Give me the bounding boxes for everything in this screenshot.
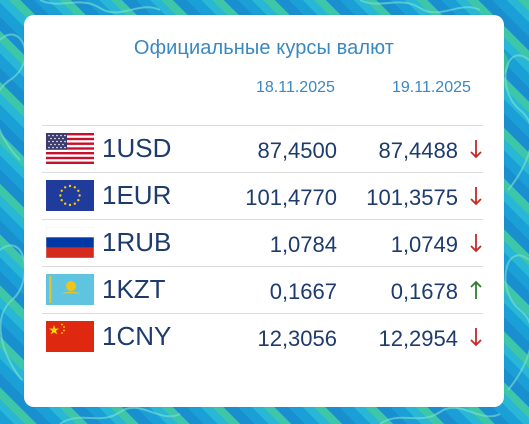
kazakhstan-flag-icon bbox=[46, 274, 94, 305]
arrow-down-icon bbox=[469, 325, 483, 349]
rate-value-date-2: 0,1678 bbox=[390, 279, 458, 304]
arrow-up-icon bbox=[469, 278, 483, 302]
russia-flag-icon bbox=[46, 227, 94, 258]
currency-code: 1RUB bbox=[102, 227, 172, 257]
arrow-down-icon bbox=[469, 231, 483, 255]
date-column-1: 18.11.2025 bbox=[256, 79, 335, 96]
rate-value-date-2: 101,3575 bbox=[366, 185, 458, 210]
rate-row-usd: 1USD 87,4500 87,4488 bbox=[42, 125, 483, 172]
rates-list: 1USD 87,4500 87,4488 bbox=[42, 125, 483, 360]
widget-title: Официальные курсы валют bbox=[133, 37, 395, 59]
rate-value-date-1: 12,3056 bbox=[257, 326, 337, 351]
exchange-rates-card: Официальные курсы валют 18.11.2025 19.11… bbox=[24, 15, 504, 407]
rate-row-eur: 1EUR 101,4770 101,3575 bbox=[42, 172, 483, 219]
rate-value-date-1: 101,4770 bbox=[245, 185, 337, 210]
rate-value-date-1: 1,0784 bbox=[269, 232, 337, 257]
rate-value-date-2: 1,0749 bbox=[390, 232, 458, 257]
currency-code: 1EUR bbox=[102, 180, 172, 210]
rate-row-kzt: 1KZT 0,1667 0,1678 bbox=[42, 266, 483, 313]
currency-code: 1USD bbox=[102, 133, 172, 163]
rate-row-cny: 1CNY 12,3056 12,2954 bbox=[42, 313, 483, 360]
rate-value-date-2: 87,4488 bbox=[378, 138, 458, 163]
rate-value-date-1: 87,4500 bbox=[257, 138, 337, 163]
arrow-down-icon bbox=[469, 184, 483, 208]
arrow-down-icon bbox=[469, 137, 483, 161]
china-flag-icon bbox=[46, 321, 94, 352]
usa-flag-icon bbox=[46, 133, 94, 164]
rate-value-date-2: 12,2954 bbox=[378, 326, 458, 351]
currency-code: 1KZT bbox=[102, 274, 166, 304]
eu-flag-icon bbox=[46, 180, 94, 211]
rate-value-date-1: 0,1667 bbox=[269, 279, 337, 304]
date-column-2: 19.11.2025 bbox=[392, 79, 471, 96]
rate-row-rub: 1RUB 1,0784 1,0749 bbox=[42, 219, 483, 266]
currency-code: 1CNY bbox=[102, 321, 172, 351]
